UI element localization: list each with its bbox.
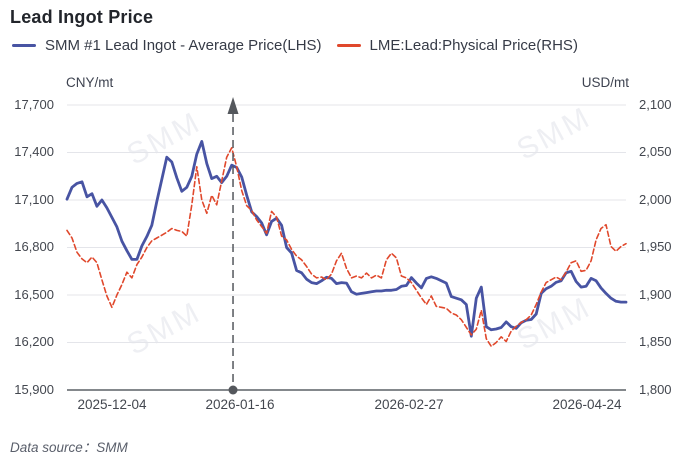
right-axis-unit: USD/mt [581, 75, 629, 90]
rhs-series-swatch [336, 43, 361, 48]
lhs-tick-17100: 17,100 [14, 192, 54, 207]
left-axis-unit: CNY/mt [66, 75, 114, 90]
lhs-series-swatch [12, 43, 36, 48]
lhs-tick-17700: 17,700 [14, 97, 54, 112]
lhs-tick-16200: 16,200 [14, 334, 54, 349]
legend-item-lme-lead: LME:Lead:Physical Price(RHS) [336, 37, 578, 54]
x-tick-2026-02-27: 2026-02-27 [374, 397, 444, 412]
rhs-tick-2000: 2,000 [639, 192, 672, 207]
x-tick-2025-12-04: 2025-12-04 [77, 397, 147, 412]
legend-label-lhs: SMM #1 Lead Ingot - Average Price(LHS) [45, 37, 322, 54]
lhs-tick-16500: 16,500 [14, 287, 54, 302]
data-source-note: Data source：SMM [10, 440, 128, 455]
rhs-tick-1800: 1,800 [639, 382, 672, 397]
lhs-tick-17400: 17,400 [14, 144, 54, 159]
lhs-tick-16800: 16,800 [14, 239, 54, 254]
plot-area [65, 97, 628, 395]
legend: SMM #1 Lead Ingot - Average Price(LHS) L… [12, 37, 578, 54]
rhs-tick-2100: 2,100 [639, 97, 672, 112]
x-tick-2026-04-24: 2026-04-24 [552, 397, 622, 412]
legend-label-rhs: LME:Lead:Physical Price(RHS) [369, 37, 578, 54]
lhs-tick-15900: 15,900 [14, 382, 54, 397]
rhs-tick-1950: 1,950 [639, 239, 672, 254]
x-tick-2026-01-16: 2026-01-16 [205, 397, 275, 412]
rhs-tick-2050: 2,050 [639, 144, 672, 159]
legend-item-smm-lead-ingot: SMM #1 Lead Ingot - Average Price(LHS) [12, 37, 322, 54]
rhs-tick-1850: 1,850 [639, 334, 672, 349]
chart-title: Lead Ingot Price [10, 7, 154, 27]
rhs-tick-1900: 1,900 [639, 287, 672, 302]
